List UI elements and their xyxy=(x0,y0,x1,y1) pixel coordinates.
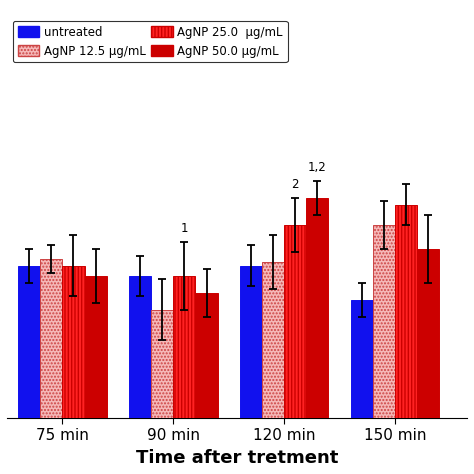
Bar xyxy=(84,276,107,474)
Bar xyxy=(40,259,63,474)
Bar xyxy=(306,198,328,474)
Bar xyxy=(18,266,40,474)
Bar xyxy=(417,249,439,474)
Bar xyxy=(351,300,373,474)
Text: 1,2: 1,2 xyxy=(308,161,327,174)
Bar xyxy=(284,225,306,474)
Text: 2: 2 xyxy=(292,178,299,191)
Bar xyxy=(173,276,195,474)
Bar xyxy=(373,225,395,474)
Bar xyxy=(151,310,173,474)
Text: 1: 1 xyxy=(181,222,188,235)
Bar xyxy=(63,266,84,474)
Bar xyxy=(195,293,218,474)
Bar xyxy=(395,205,417,474)
X-axis label: Time after tretment: Time after tretment xyxy=(136,449,338,467)
Bar xyxy=(240,266,262,474)
Legend: untreated, AgNP 12.5 μg/mL, AgNP 25.0  μg/mL, AgNP 50.0 μg/mL: untreated, AgNP 12.5 μg/mL, AgNP 25.0 μg… xyxy=(13,21,288,62)
Bar xyxy=(262,262,284,474)
Bar xyxy=(129,276,151,474)
